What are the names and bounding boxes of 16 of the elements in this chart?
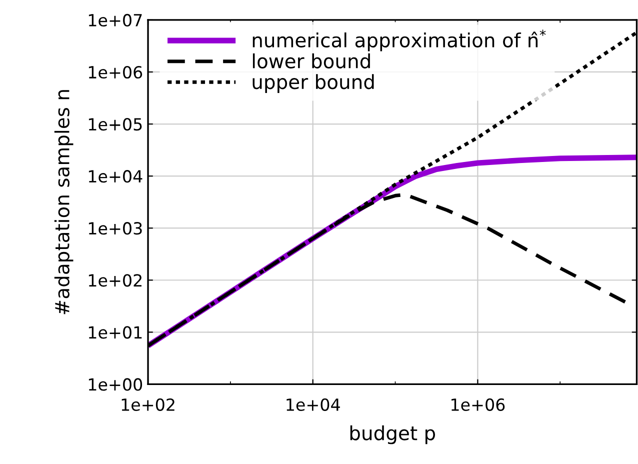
y-tick-label: 1e+04: [88, 170, 142, 183]
y-tick-label: 1e+02: [88, 274, 142, 287]
x-tick-label: 1e+04: [286, 398, 340, 411]
legend-label: upper bound: [252, 74, 374, 93]
y-tick-label: 1e+06: [88, 66, 142, 79]
x-tick-label: 1e+06: [452, 398, 505, 411]
legend-label: lower bound: [252, 53, 370, 68]
y-tick-label: 1e+00: [88, 378, 142, 391]
y-tick-label: 1e+01: [88, 326, 142, 339]
y-tick-label: 1e+07: [88, 14, 142, 27]
x-tick-label: 1e+02: [122, 398, 174, 411]
y-tick-label: 1e+05: [88, 118, 142, 131]
y-tick-label: 1e+03: [88, 222, 142, 235]
legend-label: numerical approximation of n̂$^{*}$: [252, 30, 546, 52]
y-axis-title: #adaptation samples n: [54, 90, 74, 314]
x-axis-title: budget p: [350, 425, 436, 444]
